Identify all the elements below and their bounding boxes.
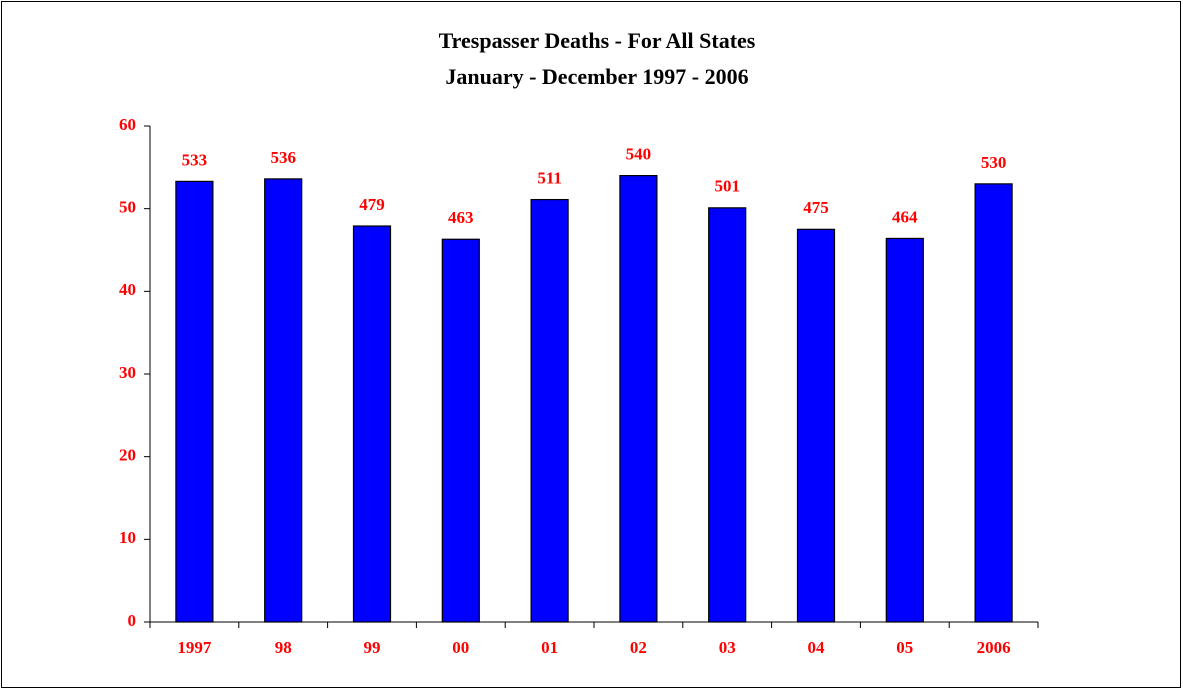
- x-tick-label: 1997: [177, 638, 212, 657]
- bar: [885, 237, 924, 623]
- x-tick-label: 01: [541, 638, 558, 657]
- bar: [796, 228, 836, 623]
- bar: [175, 180, 214, 623]
- x-tick-label: 02: [630, 638, 647, 657]
- bar: [708, 207, 747, 623]
- value-label: 475: [803, 198, 829, 217]
- x-tick-label: 2006: [977, 638, 1011, 657]
- y-tick-label: 40: [119, 280, 136, 299]
- bar: [530, 198, 569, 623]
- y-tick-label: 0: [128, 611, 137, 630]
- value-label: 530: [981, 153, 1007, 172]
- chart-title: Trespasser Deaths - For All States: [439, 28, 756, 53]
- value-label: 479: [359, 195, 385, 214]
- y-tick-label: 60: [119, 115, 136, 134]
- x-tick-label: 00: [452, 638, 469, 657]
- x-tick-label: 03: [719, 638, 736, 657]
- y-tick-label: 10: [119, 528, 136, 547]
- value-label: 501: [714, 177, 740, 196]
- x-tick-label: 99: [364, 638, 381, 657]
- value-label: 536: [270, 148, 296, 167]
- bar: [619, 175, 658, 623]
- chart-subtitle: January - December 1997 - 2006: [445, 64, 748, 89]
- value-label: 533: [182, 150, 208, 169]
- x-tick-label: 98: [275, 638, 292, 657]
- y-tick-label: 50: [119, 198, 136, 217]
- bar: [264, 178, 303, 623]
- y-tick-label: 20: [119, 446, 136, 465]
- value-label: 540: [626, 145, 652, 164]
- x-tick-label: 05: [896, 638, 913, 657]
- bar: [352, 225, 392, 623]
- x-tick-label: 04: [808, 638, 826, 657]
- bar: [974, 183, 1013, 623]
- y-tick-label: 30: [119, 363, 136, 382]
- bar: [441, 238, 480, 623]
- value-label: 511: [537, 168, 562, 187]
- value-label: 464: [892, 207, 918, 226]
- value-label: 463: [448, 208, 474, 227]
